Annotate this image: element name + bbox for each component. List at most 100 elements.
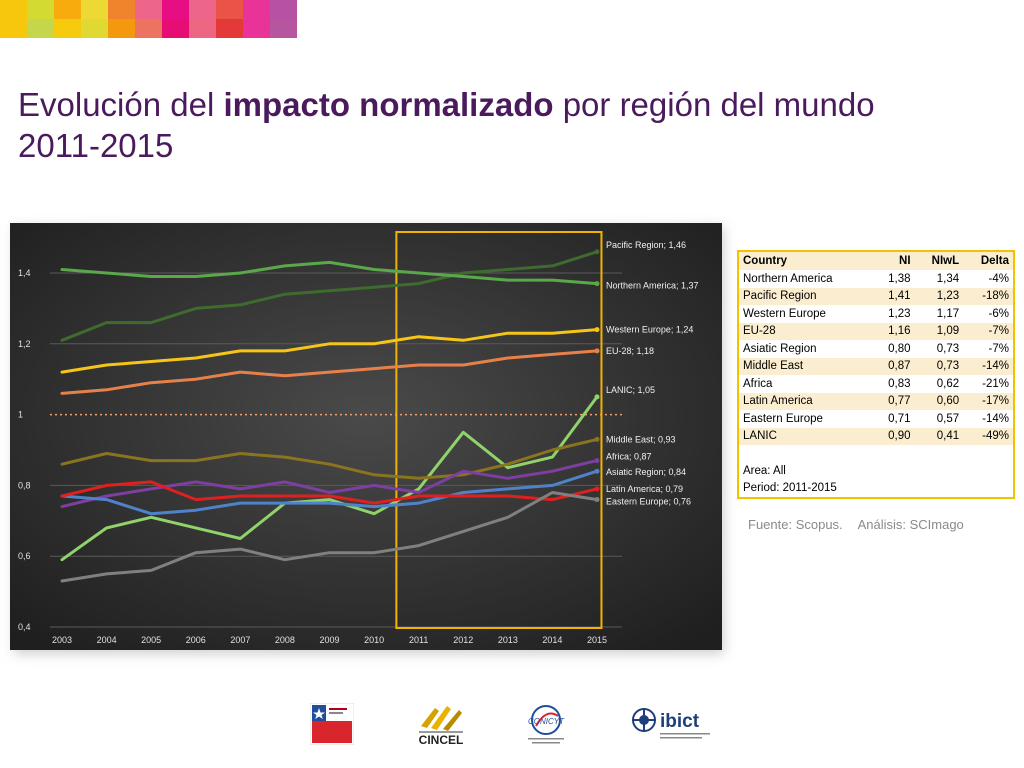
highlight-period-box [395, 231, 603, 629]
table-cell-delta: -4% [988, 272, 1009, 285]
table-cell-ni: 0,71 [888, 412, 911, 425]
color-strip-cell [189, 19, 216, 38]
color-strip-cell [135, 19, 162, 38]
color-strip-cell [135, 0, 162, 19]
color-strip-cell [81, 19, 108, 38]
series-end-point [594, 394, 600, 400]
color-strip-cell [0, 19, 27, 38]
x-tick-label: 2012 [453, 635, 473, 645]
table-row: Western Europe 1,23 1,17 -6% [738, 305, 1014, 323]
table-cell-niwl: 0,41 [914, 427, 964, 445]
series-end-point [594, 436, 600, 442]
y-tick-label: 1 [18, 410, 23, 420]
table-cell-country: Asiatic Region [743, 342, 817, 355]
x-tick-label: 2013 [498, 635, 518, 645]
y-tick-label: 0,8 [18, 480, 31, 490]
series-end-label: Middle East; 0,93 [606, 434, 676, 444]
table-cell-delta: -7% [963, 322, 1014, 340]
x-tick-label: 2010 [364, 635, 384, 645]
table-row: Northern America 1,38 1,34 -4% [738, 270, 1014, 288]
table-cell-ni: 0,90 [872, 427, 915, 445]
table-cell-country: Middle East [738, 357, 873, 375]
table-header-ni: NI [872, 251, 915, 270]
series-end-point [594, 348, 600, 354]
series-line [60, 395, 599, 562]
ibict-logo-text: ibict [660, 711, 700, 732]
table-cell-delta: -14% [963, 357, 1014, 375]
color-strip-cell [54, 0, 81, 19]
table-cell-delta: -14% [982, 412, 1009, 425]
table-header-niwl: NIwL [914, 251, 964, 270]
x-tick-label: 2011 [409, 635, 428, 645]
title-text-1: Evolución del [18, 86, 224, 123]
table-cell-ni: 0,83 [888, 377, 911, 390]
series-line [60, 328, 599, 374]
title-bold-text: impacto normalizado [223, 86, 554, 123]
color-strip-cell [108, 0, 135, 19]
color-strip-cell [81, 0, 108, 19]
series-end-point [594, 458, 600, 464]
table-area-row: Area: All [738, 462, 1014, 480]
series-line [60, 469, 599, 516]
table-cell-delta: -18% [963, 287, 1014, 305]
table-cell-country: Africa [743, 377, 773, 390]
logo-bar: CINCEL CONICYT ibict [300, 700, 720, 750]
table-row: Eastern Europe 0,71 0,57 -14% [738, 410, 1014, 428]
table-cell-niwl: 0,73 [914, 357, 964, 375]
table-cell-delta: -6% [988, 307, 1009, 320]
table-row: Middle East 0,87 0,73 -14% [738, 357, 1014, 375]
series-end-label: Asiatic Region; 0,84 [606, 467, 686, 477]
series-end-label: Western Europe; 1,24 [606, 325, 693, 335]
series-line [60, 459, 599, 509]
source-note: Fuente: Scopus. Análisis: SCImago [748, 517, 976, 532]
table-cell-niwl: 0,57 [936, 412, 960, 425]
impact-data-table: Country NI NIwL Delta Northern America 1,… [737, 250, 1015, 499]
y-tick-label: 1,2 [18, 339, 31, 349]
series-end-label: Northern America; 1,37 [606, 281, 699, 291]
table-cell-country: Western Europe [743, 307, 826, 320]
table-area: Area: All [743, 464, 786, 477]
cincel-logo: CINCEL [419, 706, 464, 747]
series-line [60, 491, 599, 583]
series-end-label: Africa; 0,87 [606, 452, 652, 462]
table-cell-delta: -49% [963, 427, 1014, 445]
table-cell-delta: -21% [982, 377, 1009, 390]
table-cell-niwl: 0,60 [914, 392, 964, 410]
table-blank-row [738, 445, 1014, 462]
table-cell-niwl: 0,73 [936, 342, 960, 355]
table-cell-delta: -17% [963, 392, 1014, 410]
chart-background [10, 223, 722, 650]
y-tick-label: 1,4 [18, 268, 31, 278]
x-tick-label: 2009 [319, 635, 339, 645]
cincel-logo-text: CINCEL [419, 733, 464, 747]
table-cell-country: EU-28 [738, 322, 873, 340]
table-row: Asiatic Region 0,80 0,73 -7% [738, 340, 1014, 358]
decorative-color-strip [0, 0, 350, 38]
color-strip-cell [243, 19, 270, 38]
table-header-delta: Delta [963, 251, 1014, 270]
color-strip-cell [189, 0, 216, 19]
table-header-row: Country NI NIwL Delta [738, 251, 1014, 270]
table-header-country: Country [738, 251, 873, 270]
series-end-point [594, 486, 600, 492]
x-tick-label: 2003 [52, 635, 72, 645]
table-cell-niwl: 1,17 [936, 307, 960, 320]
series-end-label: EU-28; 1,18 [606, 346, 654, 356]
x-tick-label: 2008 [275, 635, 295, 645]
table-row: Latin America 0,77 0,60 -17% [738, 392, 1014, 410]
ibict-logo: ibict [632, 708, 710, 739]
table-period-row: Period: 2011-2015 [738, 480, 1014, 499]
series-end-label: Latin America; 0,79 [606, 484, 683, 494]
color-strip-cell [27, 0, 54, 19]
series-line [60, 437, 599, 480]
table-cell-country: Northern America [743, 272, 833, 285]
source-analisis: Análisis: SCImago [857, 517, 964, 532]
series-end-point [594, 249, 600, 255]
table-row: EU-28 1,16 1,09 -7% [738, 322, 1014, 340]
table-cell-delta: -7% [988, 342, 1009, 355]
x-tick-label: 2015 [587, 635, 607, 645]
table-cell-ni: 1,16 [872, 322, 915, 340]
series-end-label: Eastern Europe; 0,76 [606, 497, 691, 507]
series-end-point [594, 327, 600, 333]
color-strip-cell [162, 19, 189, 38]
